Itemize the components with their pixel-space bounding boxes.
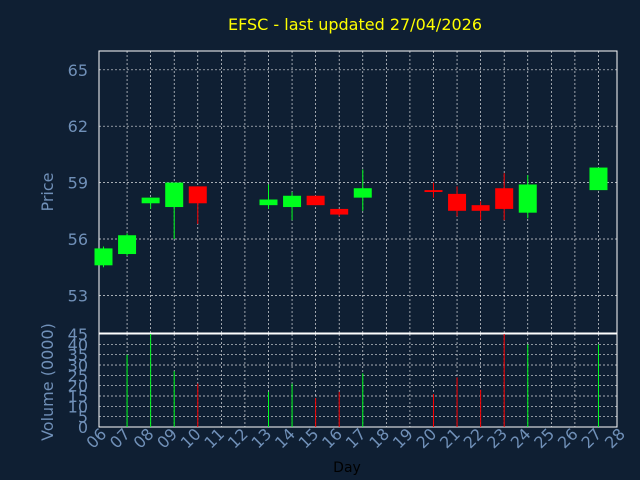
candle (424, 182, 443, 198)
candle (353, 169, 372, 211)
chart-title: EFSC - last updated 27/04/2026 (228, 15, 482, 34)
candle (448, 186, 467, 217)
candle-body (471, 205, 490, 211)
candle (118, 233, 137, 256)
x-tick-label: 28 (601, 424, 629, 452)
price-panel: 53 56 59 62 65 (68, 50, 618, 334)
x-axis-title: Day (333, 460, 361, 476)
volume-tick-label: 35 (68, 346, 88, 365)
candle-body (141, 197, 160, 204)
price-tick-label: 59 (68, 174, 88, 193)
candle (283, 192, 302, 221)
candle-body (424, 190, 443, 192)
candle-body (448, 193, 467, 211)
candle-body (165, 182, 184, 208)
volume-tick-label: 10 (68, 397, 88, 416)
candle (495, 173, 514, 221)
candle-body (306, 195, 325, 206)
price-tick-label: 62 (68, 117, 88, 136)
candle-body (118, 235, 137, 255)
volume-tick-label: 45 (68, 325, 88, 344)
volume-tick-label: 40 (68, 335, 88, 354)
volume-tick-label: 15 (68, 387, 88, 406)
candle (259, 184, 278, 209)
volume-plot-frame (98, 333, 618, 428)
candle (94, 246, 113, 268)
candle-body (94, 248, 113, 266)
price-tick-label: 65 (68, 61, 88, 80)
candle (306, 195, 325, 206)
volume-tick-label: 5 (78, 408, 88, 427)
volume-tick-label: 0 (78, 418, 88, 437)
candle (589, 167, 608, 191)
volume-tick-label: 25 (68, 366, 88, 385)
candle-body (283, 195, 302, 208)
candle (141, 197, 160, 209)
candle (165, 182, 184, 239)
candle-body (353, 188, 372, 198)
candle-body (495, 188, 514, 209)
volume-axis-label: Volume (0000) (38, 323, 57, 441)
candle (188, 186, 207, 224)
x-axis: 0607080910111213141516171819202122232425… (82, 424, 628, 452)
candle-body (259, 199, 278, 206)
volume-tick-label: 30 (68, 356, 88, 375)
price-tick-label: 56 (68, 230, 88, 249)
candle (471, 201, 490, 221)
candle-body (330, 208, 349, 215)
candle-body (518, 184, 537, 213)
candle (518, 175, 537, 219)
price-plot-frame (98, 50, 618, 334)
price-tick-label: 53 (68, 286, 88, 305)
candle-body (589, 167, 608, 191)
volume-tick-label: 20 (68, 377, 88, 396)
candle-body (188, 186, 207, 204)
price-axis-label: Price (38, 172, 57, 211)
candle (330, 208, 349, 217)
